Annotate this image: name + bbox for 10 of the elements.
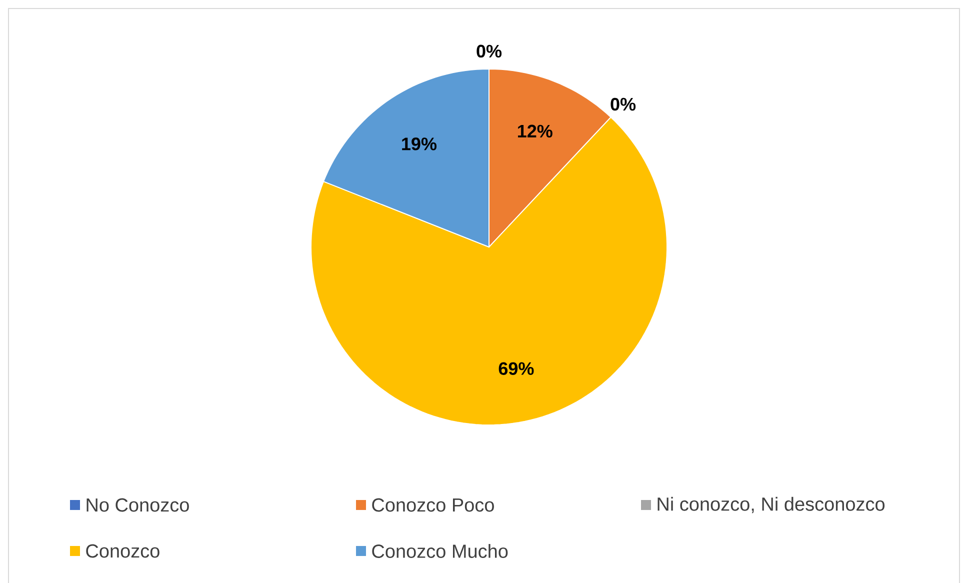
legend-label: Ni conozco, Ni desconozco bbox=[658, 496, 885, 514]
data-label: 12% bbox=[518, 124, 552, 138]
legend-label: Conozco bbox=[86, 544, 160, 558]
data-label: 19% bbox=[402, 138, 437, 150]
legend-label: Conozco Poco bbox=[372, 498, 494, 512]
text: 0% bbox=[476, 44, 502, 58]
data-label: 69% bbox=[498, 362, 534, 375]
legend-label: No Conozco bbox=[86, 498, 189, 512]
legend-label: Conozco Mucho bbox=[372, 544, 508, 558]
text: 0% bbox=[610, 98, 636, 111]
